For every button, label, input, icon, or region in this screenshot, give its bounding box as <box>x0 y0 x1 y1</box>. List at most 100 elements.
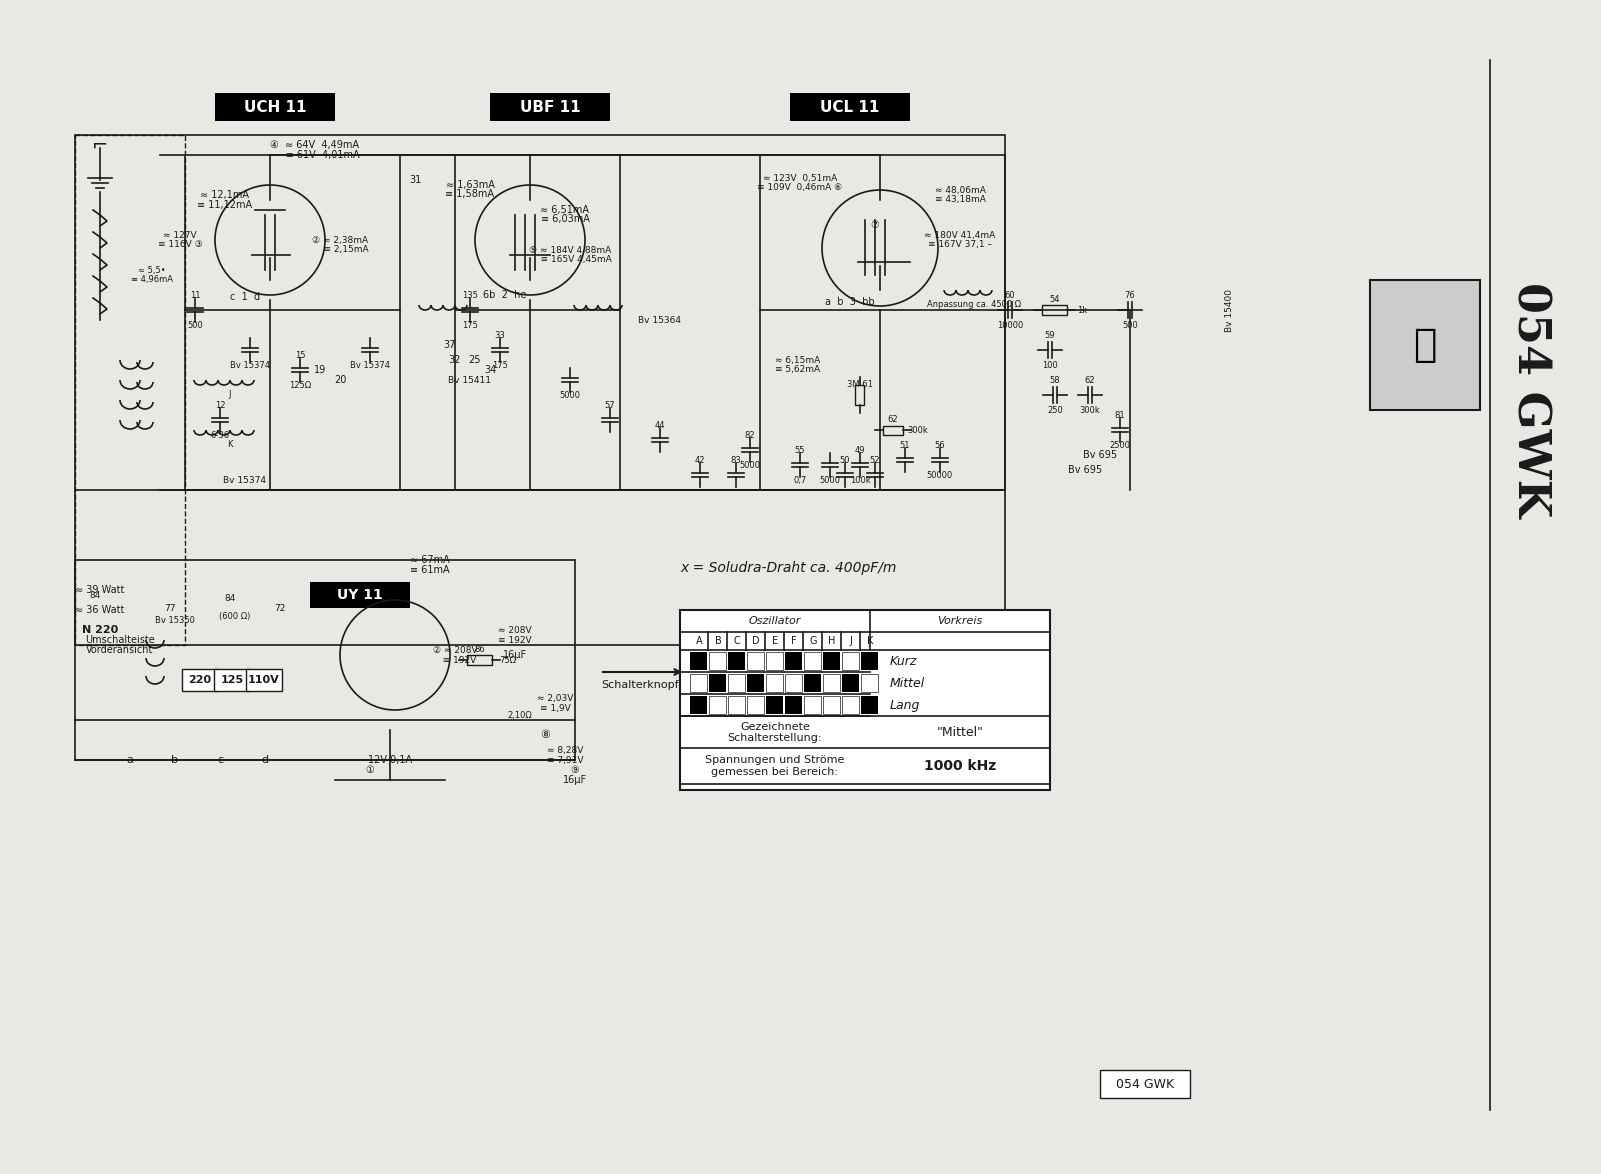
Text: ⑧: ⑧ <box>540 730 551 740</box>
Bar <box>823 696 841 714</box>
Text: ≈ 12,1mA: ≈ 12,1mA <box>200 190 250 200</box>
Text: ④  ≈ 64V  4,49mA: ④ ≈ 64V 4,49mA <box>271 140 359 150</box>
Text: 250: 250 <box>1047 405 1063 414</box>
Bar <box>1042 305 1068 315</box>
FancyBboxPatch shape <box>311 582 410 608</box>
Text: Vorkreis: Vorkreis <box>937 616 983 626</box>
Text: 44: 44 <box>655 420 666 430</box>
Text: ≡ 6,03mA: ≡ 6,03mA <box>541 214 589 224</box>
Text: Bv 15374: Bv 15374 <box>351 360 391 370</box>
Bar <box>823 674 841 691</box>
Text: ≡ 192V: ≡ 192V <box>498 635 532 645</box>
Text: 86: 86 <box>474 645 485 654</box>
Text: 5000: 5000 <box>820 475 841 485</box>
Text: Bv 15400: Bv 15400 <box>1225 289 1234 331</box>
Text: 10000: 10000 <box>997 321 1023 330</box>
Text: 125Ω: 125Ω <box>288 380 311 390</box>
Text: gemessen bei Bereich:: gemessen bei Bereich: <box>711 767 839 777</box>
Text: 49: 49 <box>855 445 865 454</box>
Text: "Mittel": "Mittel" <box>937 726 983 738</box>
Text: ≡ 61V  4,01mA: ≡ 61V 4,01mA <box>271 150 360 160</box>
Text: 16µF: 16µF <box>503 650 527 660</box>
Text: ≡ 61mA: ≡ 61mA <box>410 565 450 575</box>
FancyBboxPatch shape <box>183 669 218 691</box>
Text: G: G <box>809 636 817 646</box>
Text: 76: 76 <box>1124 290 1135 299</box>
Text: ≡ 5,62mA: ≡ 5,62mA <box>775 364 821 373</box>
Text: 3M 61: 3M 61 <box>847 380 873 389</box>
Bar <box>1370 281 1479 410</box>
Text: UCH 11: UCH 11 <box>243 100 306 115</box>
Text: 77: 77 <box>165 603 176 613</box>
Text: 42: 42 <box>695 456 706 465</box>
Text: ≡ 4,96mA: ≡ 4,96mA <box>131 275 173 283</box>
Text: 58: 58 <box>1050 376 1060 385</box>
Text: ≡ 192V: ≡ 192V <box>434 655 475 664</box>
Text: 12V 0,1A: 12V 0,1A <box>368 755 411 765</box>
Text: a: a <box>126 755 133 765</box>
Text: ≡ 11,12mA: ≡ 11,12mA <box>197 200 253 210</box>
FancyBboxPatch shape <box>215 93 335 121</box>
Bar <box>709 696 725 714</box>
Text: 125: 125 <box>221 675 243 684</box>
Text: 100k: 100k <box>850 475 871 485</box>
Text: Schalterknopf: Schalterknopf <box>602 680 679 690</box>
Text: 37: 37 <box>443 340 456 350</box>
Text: 500: 500 <box>187 321 203 330</box>
Text: Umschalteiste: Umschalteiste <box>85 635 155 645</box>
Text: Mittel: Mittel <box>890 676 925 689</box>
Bar <box>765 674 783 691</box>
Text: x = Soludra-Draht ca. 400pF/m: x = Soludra-Draht ca. 400pF/m <box>680 561 897 575</box>
Text: A: A <box>696 636 703 646</box>
Text: 62: 62 <box>887 414 898 424</box>
Text: ≈ 8,28V: ≈ 8,28V <box>548 745 583 755</box>
FancyBboxPatch shape <box>789 93 909 121</box>
Text: 72: 72 <box>274 603 285 613</box>
Text: 2500: 2500 <box>1109 440 1130 450</box>
Text: ≈ 6,15mA: ≈ 6,15mA <box>775 356 821 364</box>
Text: 1k: 1k <box>1077 305 1087 315</box>
Text: J: J <box>229 390 231 398</box>
Text: 📻: 📻 <box>1414 326 1436 364</box>
Text: Bv 15411: Bv 15411 <box>448 376 492 385</box>
Text: c: c <box>218 755 223 765</box>
Text: (600 Ω): (600 Ω) <box>219 612 251 621</box>
Bar <box>861 696 877 714</box>
Text: ② ≈ 208V: ② ≈ 208V <box>432 646 477 654</box>
Text: Lang: Lang <box>890 699 921 711</box>
Bar <box>690 652 708 670</box>
Text: ⑤ ≈ 184V 4,88mA: ⑤ ≈ 184V 4,88mA <box>528 245 612 255</box>
Text: 82: 82 <box>744 431 756 439</box>
Bar <box>728 696 744 714</box>
Text: 33: 33 <box>495 331 506 339</box>
Text: a  b  3  bb: a b 3 bb <box>825 297 874 306</box>
Text: 52: 52 <box>869 456 881 465</box>
Text: 62: 62 <box>1085 376 1095 385</box>
Text: 84: 84 <box>90 591 101 600</box>
Bar <box>728 652 744 670</box>
Text: 59: 59 <box>1045 331 1055 339</box>
Bar <box>842 696 860 714</box>
Text: 31: 31 <box>408 175 421 185</box>
Text: 5000: 5000 <box>559 391 581 399</box>
Text: N 220: N 220 <box>82 625 118 635</box>
Text: Anpassung ca. 4500 Ω: Anpassung ca. 4500 Ω <box>927 299 1021 309</box>
Bar <box>804 652 821 670</box>
Text: Bv 15350: Bv 15350 <box>155 615 195 625</box>
Text: ≡ 2,15mA: ≡ 2,15mA <box>312 244 368 254</box>
Text: 110V: 110V <box>248 675 280 684</box>
Bar <box>861 674 877 691</box>
Bar <box>680 610 1050 790</box>
Text: 300k: 300k <box>1079 405 1100 414</box>
Text: C: C <box>733 636 740 646</box>
Text: E: E <box>772 636 778 646</box>
Bar <box>1100 1070 1190 1098</box>
Bar <box>75 135 1005 645</box>
Bar <box>884 425 903 434</box>
Text: 300k: 300k <box>908 425 929 434</box>
Text: 5000: 5000 <box>740 460 760 470</box>
Text: 32: 32 <box>448 355 461 365</box>
Text: ≈ 208V: ≈ 208V <box>498 626 532 634</box>
Text: 175: 175 <box>463 321 479 330</box>
Bar <box>855 385 865 405</box>
